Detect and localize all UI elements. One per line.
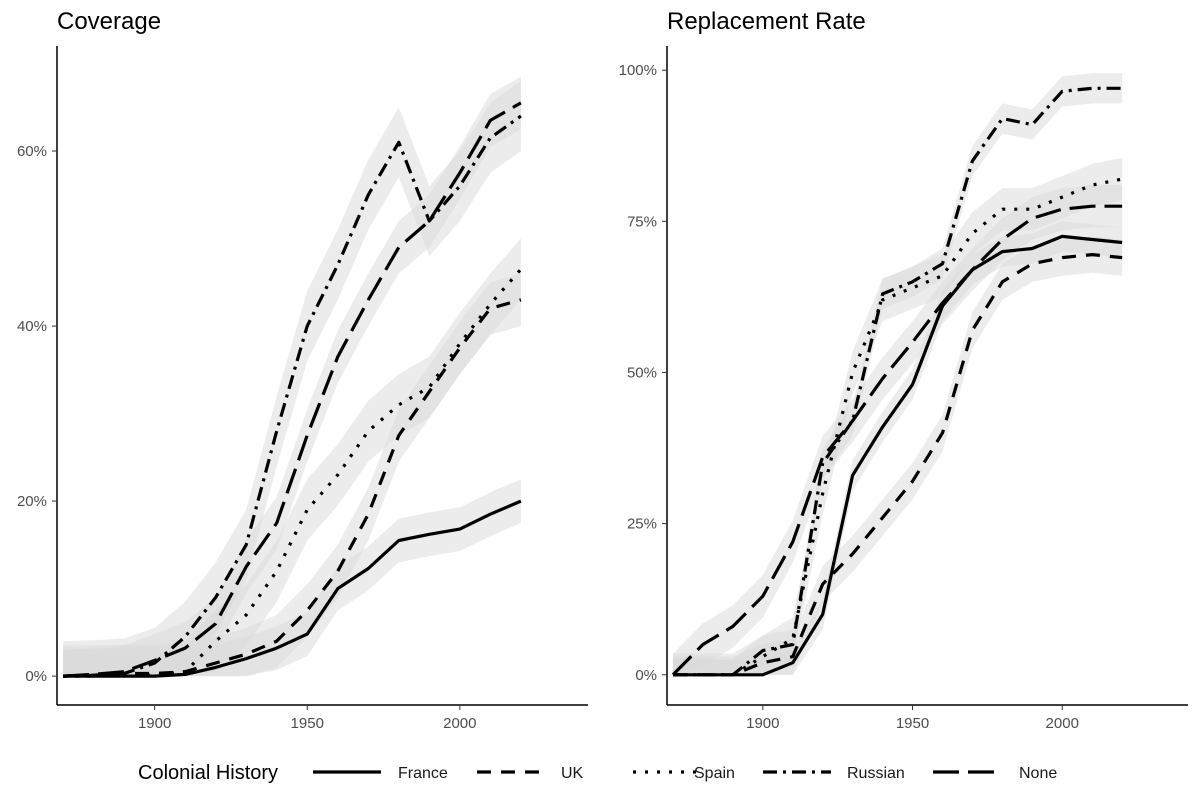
replacement-rate-x-tick-label: 1950 (896, 715, 929, 732)
legend-label-russian: Russian (847, 765, 905, 782)
replacement-rate-title: Replacement Rate (667, 8, 866, 35)
replacement-rate-y-tick-label: 25% (627, 516, 657, 533)
coverage-x-tick-label: 2000 (443, 715, 476, 732)
coverage-x-tick-label: 1900 (138, 715, 171, 732)
replacement-rate-panel: Replacement Rate 0% 25% 50% 75% 100% 1900 1950… (619, 8, 1188, 732)
replacement-rate-band-none (672, 185, 1123, 675)
coverage-y-tick-label: 20% (17, 493, 47, 510)
legend-label-spain: Spain (694, 765, 735, 782)
coverage-y-tick-label: 60% (17, 143, 47, 160)
coverage-line-russian (63, 114, 522, 678)
legend-title: Colonial History (138, 762, 278, 784)
replacement-rate-line-none (671, 204, 1123, 676)
coverage-line-uk (63, 298, 522, 678)
legend-label-uk: UK (561, 765, 584, 782)
replacement-rate-line-russian (673, 86, 1123, 677)
replacement-rate-x-tick-label: 2000 (1046, 715, 1079, 732)
replacement-rate-y-tick-label: 0% (635, 667, 657, 684)
legend-label-france: France (398, 765, 448, 782)
replacement-rate-y-tick-label: 50% (627, 364, 657, 381)
legend-label-none: None (1019, 765, 1057, 782)
coverage-title: Coverage (57, 8, 161, 35)
replacement-rate-x-tick-label: 1900 (746, 715, 779, 732)
coverage-y-tick-label: 0% (25, 668, 47, 685)
coverage-line-none (63, 101, 522, 678)
legend: Colonial History France UK Spain Russian Non… (138, 762, 1057, 784)
coverage-x-tick-label: 1950 (291, 715, 324, 732)
replacement-rate-line-uk (673, 253, 1123, 677)
coverage-band-none (63, 76, 521, 677)
replacement-rate-y-tick-label: 100% (619, 62, 657, 79)
coverage-y-tick-label: 40% (17, 318, 47, 335)
coverage-band-france (63, 479, 521, 677)
coverage-line-france (63, 499, 522, 678)
replacement-rate-line-france (673, 234, 1123, 677)
replacement-rate-y-tick-label: 75% (627, 213, 657, 230)
coverage-line-spain (63, 268, 523, 678)
coverage-panel: Coverage 0% 20% 40% 60% 1900 1950 2000 (17, 8, 588, 732)
